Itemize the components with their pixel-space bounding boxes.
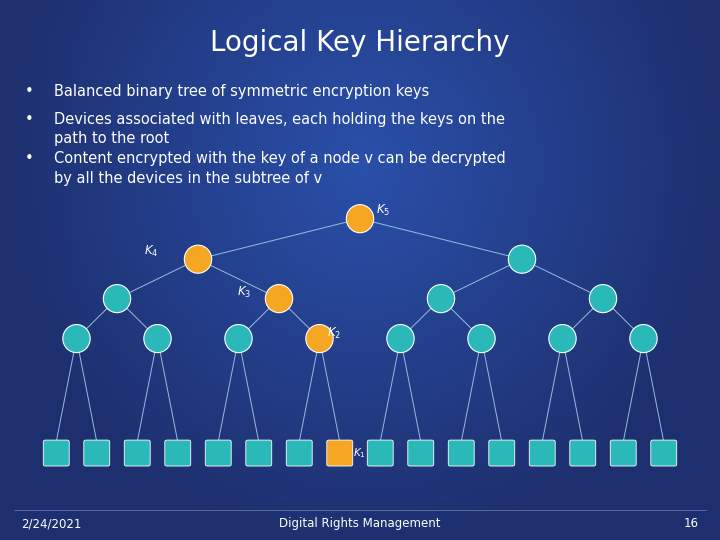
Ellipse shape xyxy=(346,205,374,233)
Text: Content encrypted with the key of a node v can be decrypted: Content encrypted with the key of a node… xyxy=(54,151,505,166)
FancyBboxPatch shape xyxy=(408,440,433,466)
Ellipse shape xyxy=(63,325,90,353)
FancyBboxPatch shape xyxy=(611,440,636,466)
Text: $K_2$: $K_2$ xyxy=(327,326,341,341)
Ellipse shape xyxy=(306,325,333,353)
FancyBboxPatch shape xyxy=(205,440,231,466)
Text: 2/24/2021: 2/24/2021 xyxy=(22,517,82,530)
FancyBboxPatch shape xyxy=(367,440,393,466)
Ellipse shape xyxy=(104,285,130,313)
FancyBboxPatch shape xyxy=(165,440,191,466)
FancyBboxPatch shape xyxy=(449,440,474,466)
Text: $K_1$: $K_1$ xyxy=(353,446,366,460)
FancyBboxPatch shape xyxy=(529,440,555,466)
FancyBboxPatch shape xyxy=(84,440,109,466)
FancyBboxPatch shape xyxy=(287,440,312,466)
Text: Devices associated with leaves, each holding the keys on the: Devices associated with leaves, each hol… xyxy=(54,112,505,127)
FancyBboxPatch shape xyxy=(246,440,271,466)
Ellipse shape xyxy=(387,325,414,353)
Ellipse shape xyxy=(468,325,495,353)
Ellipse shape xyxy=(630,325,657,353)
Text: $K_3$: $K_3$ xyxy=(237,285,251,300)
Text: path to the root: path to the root xyxy=(54,131,169,146)
Ellipse shape xyxy=(589,285,616,313)
Ellipse shape xyxy=(265,285,292,313)
Text: •: • xyxy=(25,151,34,166)
Ellipse shape xyxy=(508,245,536,273)
FancyBboxPatch shape xyxy=(327,440,353,466)
FancyBboxPatch shape xyxy=(570,440,595,466)
Text: Balanced binary tree of symmetric encryption keys: Balanced binary tree of symmetric encryp… xyxy=(54,84,429,99)
Text: by all the devices in the subtree of v: by all the devices in the subtree of v xyxy=(54,171,322,186)
FancyBboxPatch shape xyxy=(489,440,515,466)
FancyBboxPatch shape xyxy=(125,440,150,466)
Ellipse shape xyxy=(428,285,455,313)
FancyBboxPatch shape xyxy=(43,440,69,466)
Text: Logical Key Hierarchy: Logical Key Hierarchy xyxy=(210,29,510,57)
Text: $K_4$: $K_4$ xyxy=(144,244,158,259)
Text: $K_5$: $K_5$ xyxy=(376,203,390,218)
FancyBboxPatch shape xyxy=(651,440,677,466)
Text: Digital Rights Management: Digital Rights Management xyxy=(279,517,441,530)
Text: •: • xyxy=(25,112,34,127)
Text: •: • xyxy=(25,84,34,99)
Ellipse shape xyxy=(225,325,252,353)
Ellipse shape xyxy=(144,325,171,353)
Text: 16: 16 xyxy=(683,517,698,530)
Ellipse shape xyxy=(184,245,212,273)
Ellipse shape xyxy=(549,325,576,353)
